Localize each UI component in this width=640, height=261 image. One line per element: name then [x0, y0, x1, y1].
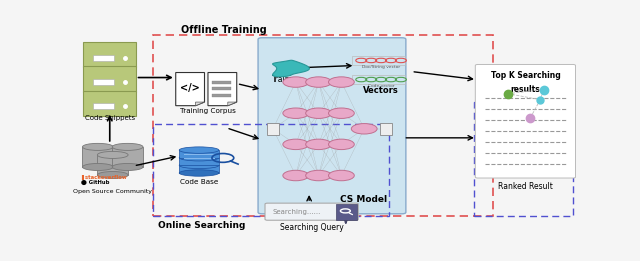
- Text: results: results: [511, 85, 540, 94]
- Ellipse shape: [83, 163, 113, 170]
- Polygon shape: [273, 60, 309, 77]
- Ellipse shape: [179, 170, 219, 176]
- FancyBboxPatch shape: [83, 147, 113, 167]
- FancyBboxPatch shape: [179, 150, 219, 158]
- Circle shape: [328, 77, 355, 87]
- Ellipse shape: [112, 163, 143, 170]
- FancyBboxPatch shape: [83, 42, 136, 68]
- Ellipse shape: [97, 151, 128, 158]
- Circle shape: [306, 170, 332, 181]
- FancyBboxPatch shape: [179, 165, 219, 173]
- FancyBboxPatch shape: [265, 203, 358, 220]
- Circle shape: [306, 108, 332, 118]
- Bar: [154, 35, 493, 216]
- Circle shape: [283, 139, 308, 150]
- Circle shape: [283, 170, 308, 181]
- Circle shape: [306, 139, 332, 150]
- Ellipse shape: [179, 155, 219, 161]
- FancyBboxPatch shape: [380, 123, 392, 135]
- FancyBboxPatch shape: [336, 204, 356, 220]
- Text: CS Model: CS Model: [340, 195, 387, 204]
- Text: Searching Query: Searching Query: [280, 223, 344, 232]
- FancyBboxPatch shape: [112, 147, 143, 167]
- Polygon shape: [208, 73, 237, 106]
- FancyBboxPatch shape: [267, 123, 279, 135]
- Text: </>: </>: [180, 83, 200, 93]
- Polygon shape: [228, 102, 237, 106]
- Bar: [154, 124, 389, 216]
- Text: Similarity Measure: Similarity Measure: [483, 145, 555, 154]
- Ellipse shape: [179, 162, 219, 169]
- Text: Training Corpus: Training Corpus: [180, 108, 236, 114]
- Circle shape: [328, 170, 355, 181]
- Ellipse shape: [179, 147, 219, 153]
- Text: ▌stackoverflow: ▌stackoverflow: [81, 175, 127, 180]
- Text: Ranked Result: Ranked Result: [498, 182, 553, 191]
- Circle shape: [283, 108, 308, 118]
- Text: Offline Training: Offline Training: [180, 25, 266, 35]
- Text: Doc/String vector: Doc/String vector: [362, 65, 400, 69]
- Text: Code vector: Code vector: [368, 84, 394, 88]
- FancyBboxPatch shape: [93, 103, 114, 109]
- Text: Code Snippets: Code Snippets: [84, 115, 135, 121]
- Text: Training: Training: [272, 75, 303, 84]
- Ellipse shape: [112, 143, 143, 150]
- FancyBboxPatch shape: [93, 79, 114, 85]
- Text: ⬤ GitHub: ⬤ GitHub: [81, 180, 110, 185]
- Circle shape: [328, 108, 355, 118]
- FancyBboxPatch shape: [212, 94, 231, 97]
- Ellipse shape: [83, 143, 113, 150]
- Circle shape: [306, 77, 332, 87]
- Text: Searching......: Searching......: [273, 209, 321, 215]
- FancyBboxPatch shape: [83, 91, 136, 116]
- Circle shape: [328, 139, 355, 150]
- Text: Code Base: Code Base: [180, 179, 218, 185]
- FancyBboxPatch shape: [476, 64, 575, 178]
- Text: Vectors: Vectors: [363, 86, 399, 95]
- FancyBboxPatch shape: [97, 155, 128, 175]
- Circle shape: [283, 77, 308, 87]
- FancyBboxPatch shape: [258, 38, 406, 214]
- FancyBboxPatch shape: [212, 81, 231, 84]
- Text: Open Source Community: Open Source Community: [73, 189, 152, 194]
- Circle shape: [351, 123, 377, 134]
- FancyBboxPatch shape: [212, 87, 231, 90]
- FancyBboxPatch shape: [83, 67, 136, 92]
- FancyBboxPatch shape: [179, 158, 219, 165]
- Polygon shape: [176, 73, 205, 106]
- Ellipse shape: [97, 171, 128, 179]
- Text: Online Searching: Online Searching: [158, 221, 246, 230]
- Polygon shape: [196, 102, 205, 106]
- Bar: [474, 102, 573, 216]
- FancyBboxPatch shape: [93, 55, 114, 61]
- Text: Top K Searching: Top K Searching: [490, 70, 560, 80]
